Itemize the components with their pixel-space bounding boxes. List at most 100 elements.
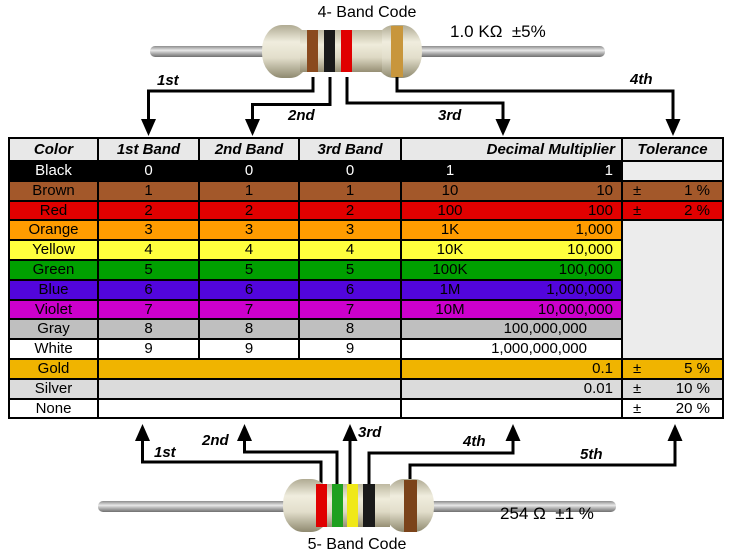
band3-cell: 3 <box>298 219 402 242</box>
color-name-cell: Green <box>8 258 99 281</box>
multiplier-value: 10,000 <box>567 241 613 259</box>
multiplier-value: 1,000,000,000 <box>491 340 587 358</box>
band1-cell: 1 <box>97 179 200 202</box>
bottom-arrow-label-4th: 4th <box>463 433 486 450</box>
tolerance-value: 5 % <box>684 359 710 377</box>
multiplier-cell: 0.1 <box>400 357 623 380</box>
table-row-green: Green 5 5 5 100K 100,000 <box>8 258 723 281</box>
color-name-cell: Gold <box>8 357 99 380</box>
multiplier-cell: 0.01 <box>400 377 623 400</box>
bottom-arrow-label-5th: 5th <box>580 446 603 463</box>
color-name-cell: Blue <box>8 278 99 301</box>
four-band-title: 4- Band Code <box>317 4 417 21</box>
color-name-cell: Black <box>8 160 99 182</box>
multiplier-shorthand: 1K <box>440 221 460 239</box>
multiplier-value: 1 <box>604 162 613 180</box>
tolerance-value: 10 % <box>675 379 710 397</box>
multiplier-value: 10 <box>596 181 613 199</box>
arrow-bottom-3rd <box>342 424 358 484</box>
multiplier-value: 0.01 <box>583 379 613 397</box>
color-name-cell: Yellow <box>8 239 99 261</box>
tolerance-cell: ± 2 % <box>621 199 724 222</box>
band3-cell: 6 <box>298 278 402 301</box>
header-2nd-band: 2nd Band <box>198 137 300 162</box>
table-row-silver: Silver 0.01 ± 10 % <box>8 377 724 400</box>
tolerance-cell: ± 10 % <box>621 377 724 400</box>
arrow-bottom-1st <box>135 424 323 484</box>
band2-cell: 4 <box>198 239 300 261</box>
band2-cell: 0 <box>198 160 300 182</box>
table-row-blue: Blue 6 6 6 1M 1,000,000 <box>8 278 723 301</box>
multiplier-value: 1,000 <box>575 221 613 239</box>
band1-cell: 3 <box>97 219 200 242</box>
table-row-yellow: Yellow 4 4 4 10K 10,000 <box>8 239 723 261</box>
arrow-top-1st <box>141 77 315 136</box>
band2-cell: 9 <box>198 338 300 360</box>
band1-cell: 9 <box>97 338 200 360</box>
band1-cell: 8 <box>97 318 200 341</box>
tolerance-cell-empty <box>621 160 724 182</box>
multiplier-cell: 1 1 <box>400 160 623 182</box>
multiplier-value: 1,000,000 <box>546 280 613 298</box>
multiplier-shorthand: 10M <box>435 300 465 318</box>
band-brown <box>307 30 318 72</box>
arrow-top-3rd <box>345 77 511 136</box>
table-row-white: White 9 9 9 1,000,000,000 <box>8 338 723 360</box>
band3-cell: 9 <box>298 338 402 360</box>
color-name-cell: Gray <box>8 318 99 341</box>
arrow-bottom-5th <box>408 424 683 484</box>
color-name-cell: None <box>8 397 99 420</box>
color-code-table: Color 1st Band 2nd Band 3rd Band Decimal… <box>8 137 724 420</box>
band1-cell: 2 <box>97 199 200 222</box>
header-1st-band: 1st Band <box>97 137 200 162</box>
multiplier-shorthand: 100K <box>432 261 468 278</box>
band2-cell: 5 <box>198 258 300 281</box>
header-3rd-band: 3rd Band <box>298 137 402 162</box>
merged-band-cells <box>97 377 402 400</box>
merged-band-cells <box>97 397 402 420</box>
five-band-value-label: 254 Ω ±1 % <box>500 504 594 523</box>
band2-cell: 7 <box>198 298 300 321</box>
top-arrow-label-2nd: 2nd <box>288 107 315 124</box>
table-header-row: Color 1st Band 2nd Band 3rd Band Decimal… <box>8 137 724 162</box>
arrow-bottom-4th <box>367 424 521 484</box>
color-name-cell: Violet <box>8 298 99 321</box>
multiplier-shorthand: 10K <box>436 241 464 259</box>
multiplier-cell: 1K 1,000 <box>400 219 623 242</box>
multiplier-cell: 1M 1,000,000 <box>400 278 623 301</box>
band2-cell: 8 <box>198 318 300 341</box>
color-name-cell: Silver <box>8 377 99 400</box>
band-red <box>316 484 327 527</box>
band3-cell: 0 <box>298 160 402 182</box>
top-arrow-label-1st: 1st <box>157 72 179 89</box>
band3-cell: 2 <box>298 199 402 222</box>
table-row-black: Black 0 0 0 1 1 <box>8 160 724 182</box>
table-row-gray: Gray 8 8 8 100,000,000 <box>8 318 723 341</box>
multiplier-shorthand: 100 <box>437 201 463 219</box>
band-black <box>324 30 335 72</box>
multiplier-value: 100 <box>587 201 613 219</box>
band3-cell: 1 <box>298 179 402 202</box>
header-decimal-multiplier: Decimal Multiplier <box>400 137 623 162</box>
multiplier-cell: 100 100 <box>400 199 623 222</box>
four-band-value-label: 1.0 KΩ ±5% <box>450 22 546 41</box>
table-row-brown: Brown 1 1 1 10 10 ± 1 % <box>8 179 724 202</box>
band2-cell: 2 <box>198 199 300 222</box>
arrow-bottom-2nd <box>237 424 339 484</box>
multiplier-shorthand: 1 <box>445 162 455 180</box>
band2-cell: 1 <box>198 179 300 202</box>
multiplier-shorthand: 10 <box>441 181 459 199</box>
bottom-arrow-label-3rd: 3rd <box>358 424 382 441</box>
multiplier-cell: 10K 10,000 <box>400 239 623 261</box>
band3-cell: 8 <box>298 318 402 341</box>
multiplier-value: 10,000,000 <box>537 300 613 318</box>
five-band-title: 5- Band Code <box>307 536 407 553</box>
band-black <box>363 484 375 527</box>
band-red <box>341 30 352 72</box>
band1-cell: 5 <box>97 258 200 281</box>
table-row-red: Red 2 2 2 100 100 ± 2 % <box>8 199 724 222</box>
color-name-cell: Brown <box>8 179 99 202</box>
multiplier-cell: 100K 100,000 <box>400 258 623 281</box>
tolerance-cell: ± 1 % <box>621 179 724 202</box>
